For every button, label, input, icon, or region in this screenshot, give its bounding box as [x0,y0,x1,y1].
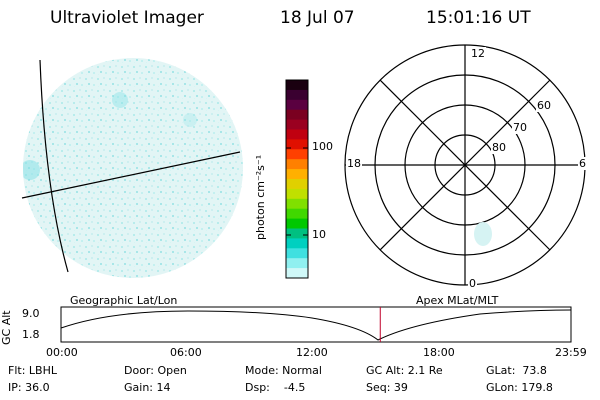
time-label: 15:01:16 UT [426,8,531,28]
colorbar-band [286,179,308,190]
colorbar-band [286,198,308,210]
colorbar-band [286,139,308,150]
colorbar-unit-label: photon cm⁻²s⁻¹ [254,154,267,240]
polar-plot [344,44,586,286]
info-gcalt: GC Alt: 2.1 Re [366,364,443,377]
timeline-ylabel: GC Alt [0,310,13,345]
altitude-curve [60,309,572,341]
polar-emission-patch [474,222,492,246]
timeline-xtick-4: 23:59 [555,346,587,359]
mlt-label-0: 0 [468,277,477,290]
info-ip: IP: 36.0 [8,381,50,394]
colorbar-band [286,188,308,200]
colorbar-band [286,149,308,160]
mlt-label-12: 12 [470,47,486,60]
colorbar-tick-100: 100 [312,140,333,153]
colorbar-band [286,99,308,111]
timeline-xtick-2: 12:00 [296,346,328,359]
info-mode: Mode: Normal [245,364,322,377]
date-label: 18 Jul 07 [280,8,355,28]
colorbar-band [286,268,308,279]
colorbar-band [286,238,308,249]
timeline-ytick-top: 9.0 [22,307,40,320]
timeline-xtick-1: 06:00 [170,346,202,359]
mlt-label-6: 6 [578,157,587,170]
info-door: Door: Open [124,364,187,377]
timeline-ytick-bottom: 1.8 [22,328,40,341]
latitude-line [21,151,241,199]
colorbar-band [286,119,308,130]
info-glon: GLon: 179.8 [486,381,553,394]
longitude-line [39,59,69,273]
info-seq: Seq: 39 [366,381,408,394]
colorbar-band [286,89,308,101]
info-gain: Gain: 14 [124,381,171,394]
info-flt: Flt: LBHL [8,364,57,377]
colorbar-tick-10: 10 [312,228,326,241]
colorbar-band [286,159,308,170]
colorbar-band [286,129,308,140]
colorbar-band [286,80,308,91]
colorbar-band [286,258,308,269]
colorbar-band [286,169,308,180]
colorbar-band [286,248,308,259]
colorbar-band [286,218,308,229]
mlt-label-18: 18 [346,157,362,170]
app-title: Ultraviolet Imager [50,8,204,28]
info-glat: GLat: 73.8 [486,364,547,377]
timeline-xtick-0: 00:00 [46,346,78,359]
timeline-right-label: Apex MLat/MLT [416,294,499,307]
colorbar-band [286,109,308,121]
lat-label-70: 70 [512,121,528,134]
auroral-image [21,58,243,278]
timeline-left-label: Geographic Lat/Lon [70,294,178,307]
lat-label-60: 60 [536,99,552,112]
colorbar-band [286,208,308,220]
timeline-xtick-3: 18:00 [423,346,455,359]
colorbar [285,79,309,279]
altitude-timeline [60,306,572,343]
lat-label-80: 80 [491,141,507,154]
info-dsp: Dsp: -4.5 [245,381,306,394]
colorbar-band [286,228,308,239]
uv-disc [23,58,243,278]
